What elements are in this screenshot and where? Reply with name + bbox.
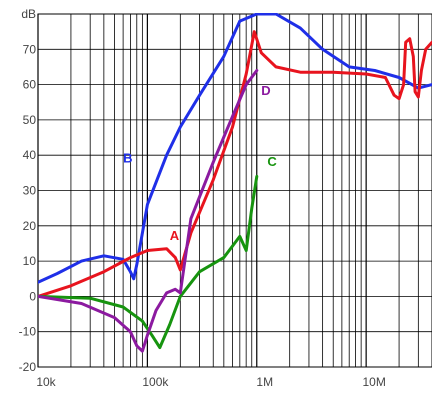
y-tick-label: -20: [19, 360, 37, 374]
y-tick-label: 70: [23, 42, 37, 56]
series-line-b: [38, 13, 432, 284]
x-tick-label: 10k: [36, 375, 56, 389]
series-label-d: D: [261, 83, 270, 98]
series-line-a: [38, 30, 432, 298]
y-tick-label: 50: [23, 113, 37, 127]
x-tick-label: 10M: [362, 375, 385, 389]
series-line-d: [38, 69, 259, 353]
y-tick-label: 60: [23, 78, 37, 92]
series-label-c: C: [267, 154, 277, 169]
y-tick-label: -10: [19, 325, 37, 339]
y-tick-label: 40: [23, 148, 37, 162]
grid: [37, 13, 432, 368]
y-tick-label: 10: [23, 254, 37, 268]
plot-frame: [37, 13, 432, 368]
series-line-c: [38, 174, 259, 350]
series-annotations: B A C D: [123, 83, 277, 243]
x-axis-tick-labels: 10k 100k 1M 10M: [36, 375, 386, 389]
series-label-a: A: [170, 228, 180, 243]
series-label-b: B: [123, 150, 132, 165]
y-tick-label: 20: [23, 219, 37, 233]
y-tick-label: dB: [21, 7, 36, 21]
x-tick-label: 1M: [256, 375, 273, 389]
y-axis-tick-labels: dB 70 60 50 40 30 20 10 0 -10 -20: [19, 7, 37, 374]
y-tick-label: 0: [29, 289, 36, 303]
series-layer: [38, 13, 432, 353]
x-tick-label: 100k: [142, 375, 169, 389]
y-tick-label: 30: [23, 184, 37, 198]
